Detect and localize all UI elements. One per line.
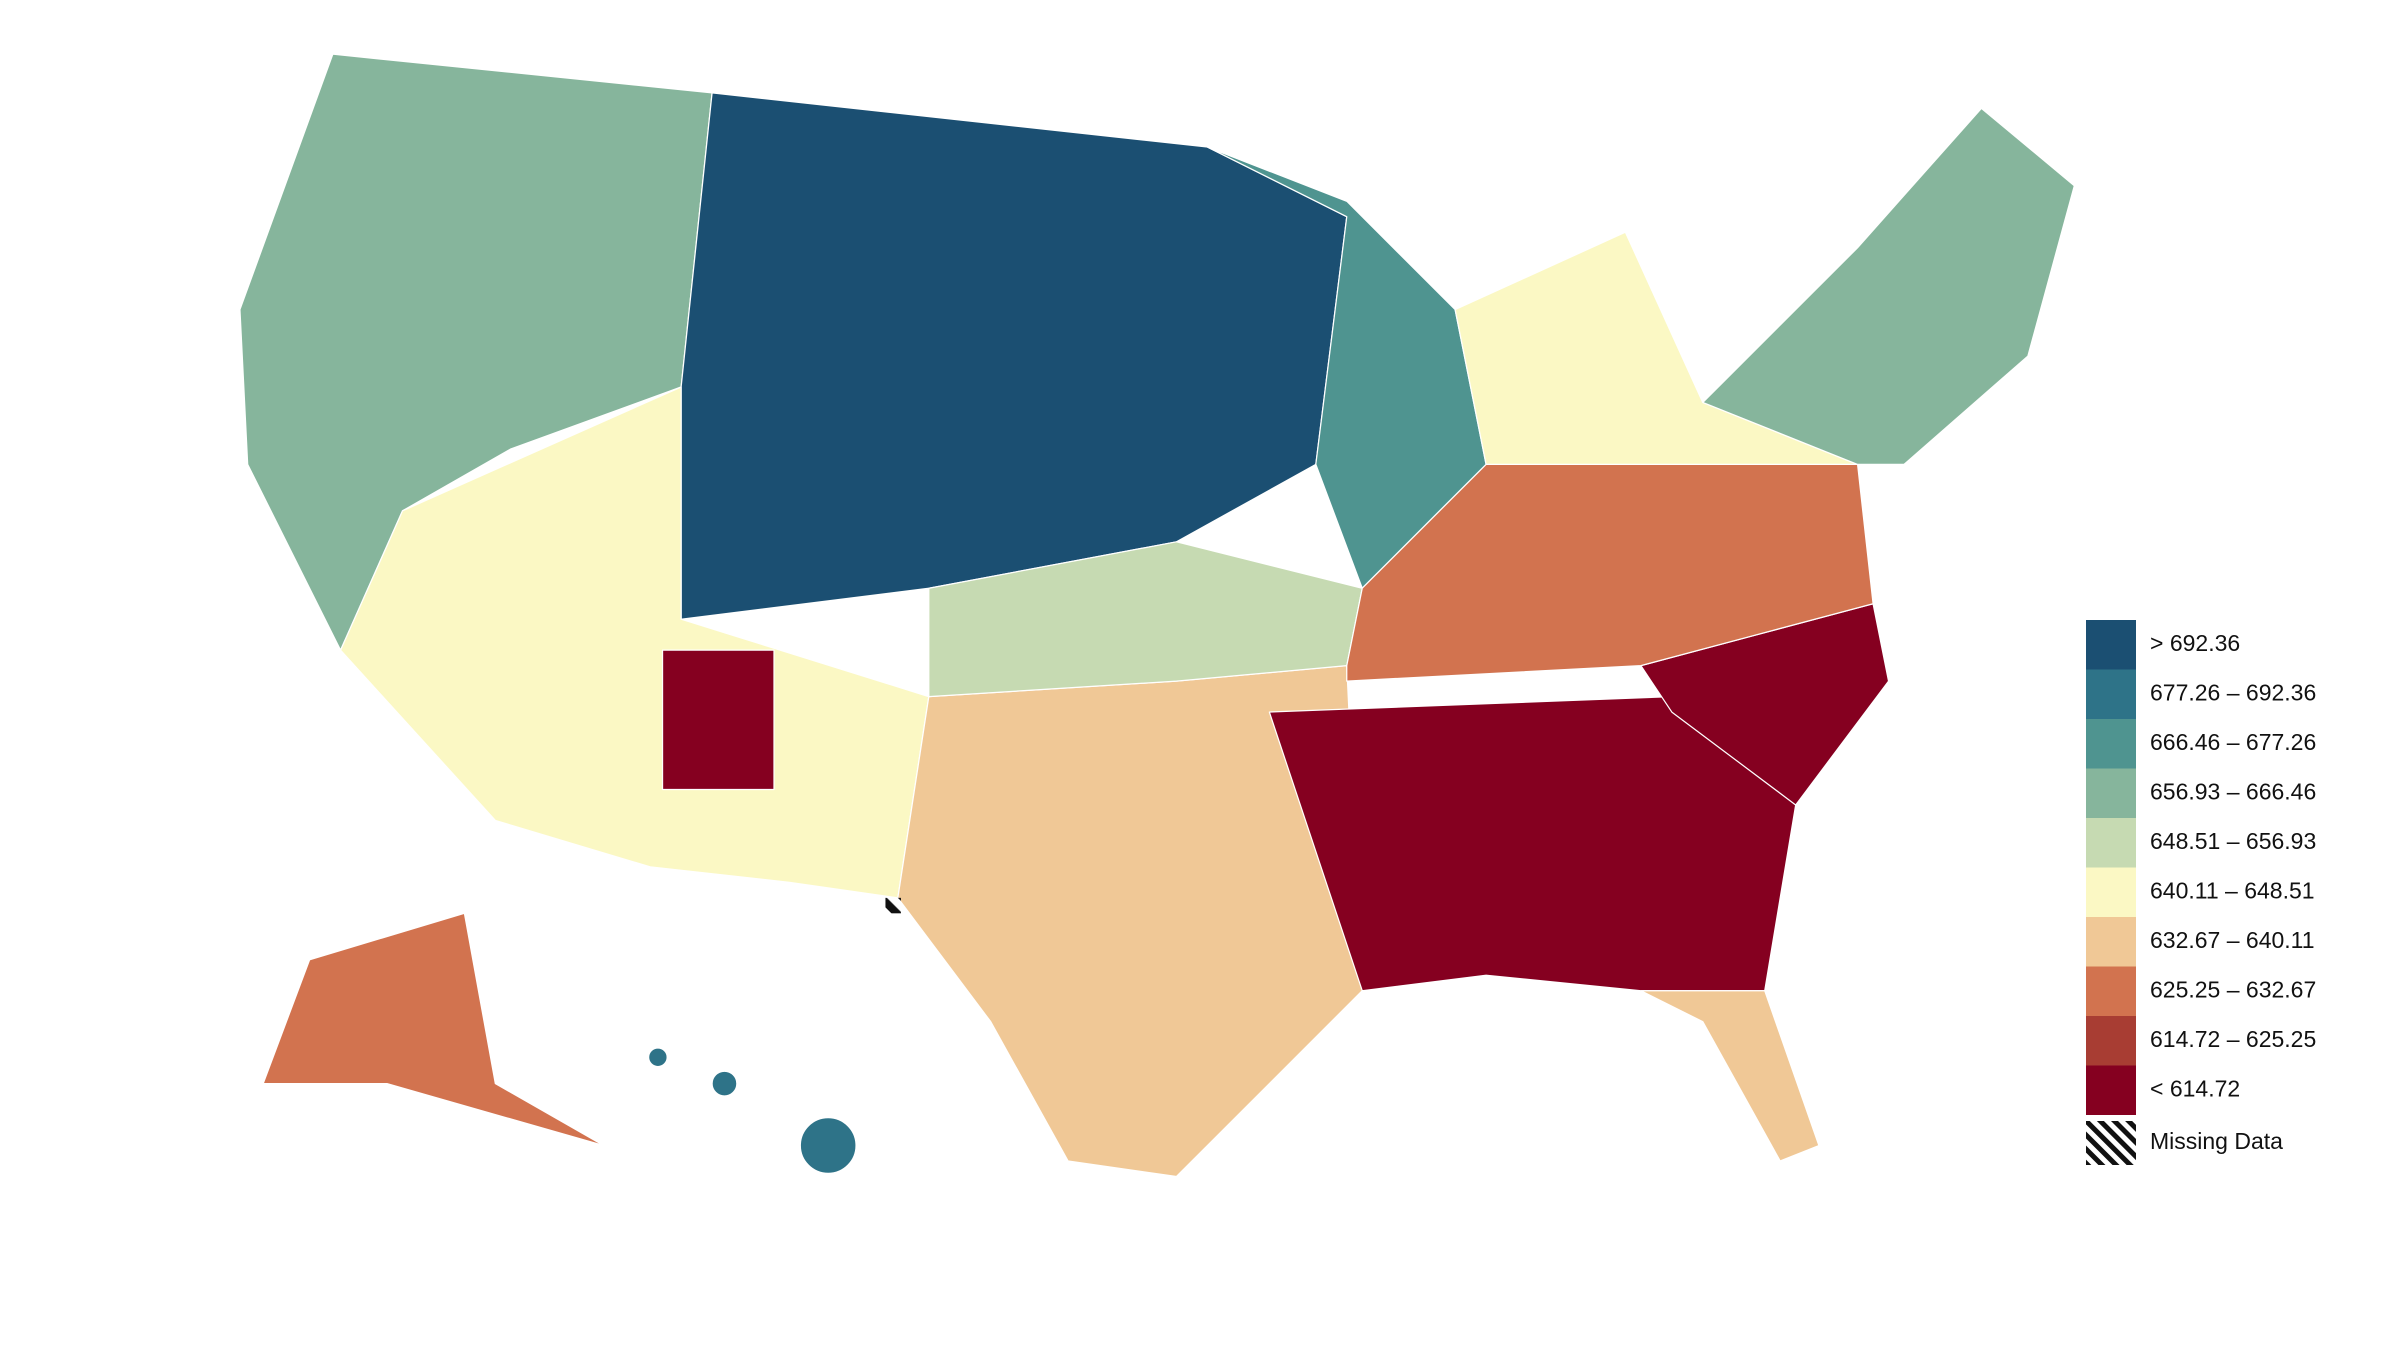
region-northern-plains bbox=[680, 92, 1348, 620]
legend-swatch bbox=[2086, 768, 2136, 818]
legend-swatch bbox=[2086, 818, 2136, 868]
legend-swatch bbox=[2086, 867, 2136, 917]
legend-swatch-missing bbox=[2086, 1121, 2136, 1165]
legend-label: 656.93 – 666.46 bbox=[2150, 778, 2316, 804]
region-hawaii bbox=[711, 1070, 738, 1097]
missing-area bbox=[885, 897, 901, 914]
legend-swatch bbox=[2086, 620, 2136, 670]
legend-label: < 614.72 bbox=[2150, 1075, 2240, 1101]
region-alaska bbox=[262, 912, 605, 1147]
region-northeast bbox=[1702, 107, 2075, 466]
legend-label: 632.67 – 640.11 bbox=[2150, 927, 2315, 953]
legend-swatch bbox=[2086, 917, 2136, 967]
region-southwest bbox=[339, 386, 930, 899]
legend-swatch bbox=[2086, 669, 2136, 719]
legend: > 692.36 677.26 – 692.36 666.46 – 677.26 65… bbox=[2086, 620, 2316, 1165]
legend-label: 640.11 – 648.51 bbox=[2150, 877, 2315, 903]
map-regions bbox=[239, 53, 2075, 1178]
region-hawaii bbox=[647, 1047, 668, 1068]
legend-label: Missing Data bbox=[2150, 1128, 2283, 1154]
region-four-corners bbox=[661, 649, 775, 791]
legend-label: > 692.36 bbox=[2150, 630, 2240, 656]
legend-label: 614.72 – 625.25 bbox=[2150, 1026, 2316, 1052]
region-hawaii bbox=[799, 1117, 857, 1175]
legend-label: 625.25 – 632.67 bbox=[2150, 976, 2316, 1002]
legend-swatch bbox=[2086, 1065, 2136, 1115]
legend-swatch bbox=[2086, 966, 2136, 1016]
legend-swatch bbox=[2086, 719, 2136, 769]
region-florida bbox=[1640, 990, 1820, 1162]
legend-label: 666.46 – 677.26 bbox=[2150, 729, 2316, 755]
legend-label: 677.26 – 692.36 bbox=[2150, 679, 2316, 705]
legend-label: 648.51 – 656.93 bbox=[2150, 828, 2316, 854]
legend-swatch bbox=[2086, 1016, 2136, 1066]
